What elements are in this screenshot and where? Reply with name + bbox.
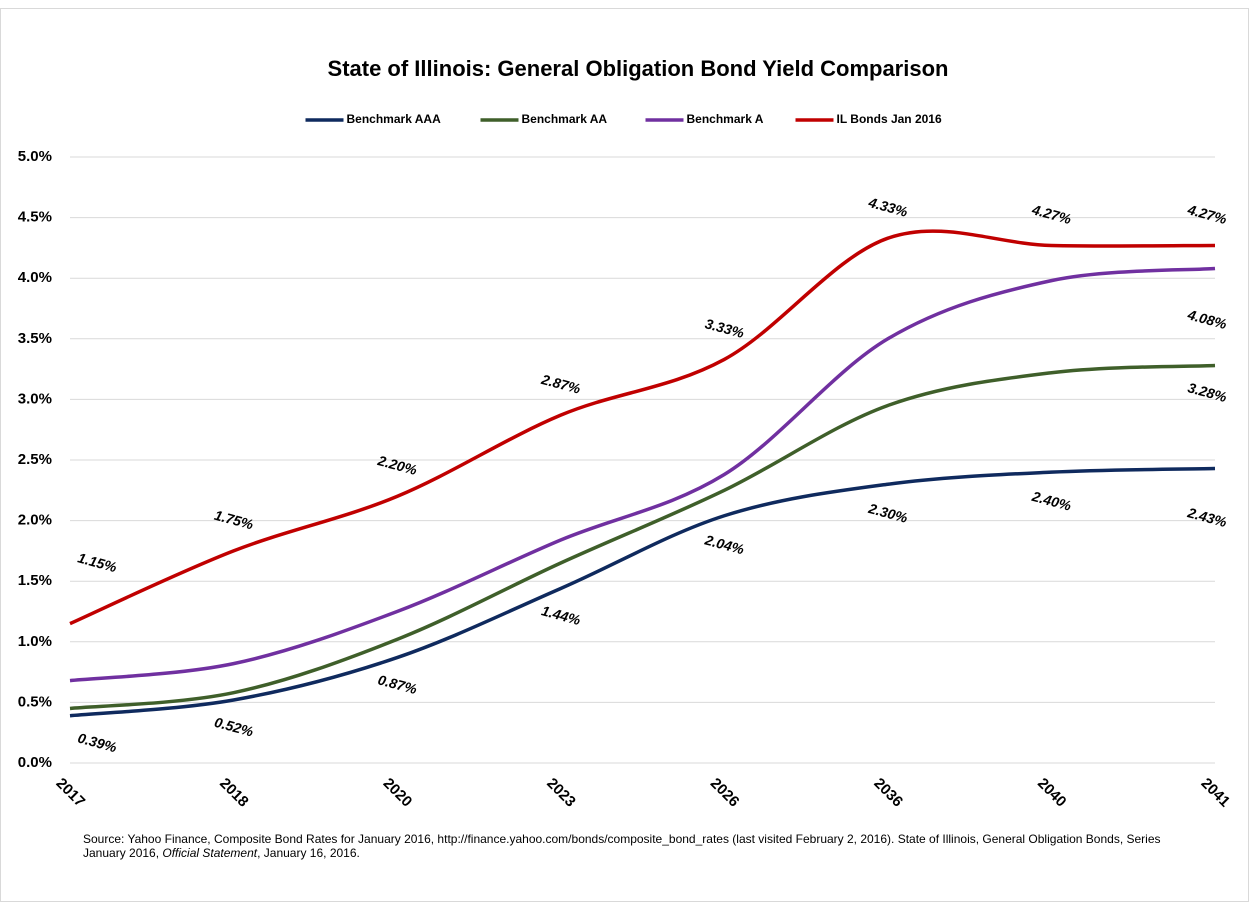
data-label: 0.52% [213, 714, 256, 740]
x-tick-label: 2018 [216, 775, 252, 811]
data-label: 0.87% [376, 671, 419, 697]
legend-label: IL Bonds Jan 2016 [837, 112, 942, 126]
series-line [69, 363, 1216, 711]
x-tick-label: 2026 [707, 775, 743, 811]
data-label: 2.87% [539, 371, 583, 397]
y-tick-label: 0.0% [18, 754, 52, 771]
data-label: 3.28% [1186, 379, 1229, 405]
data-label: 2.40% [1030, 488, 1074, 514]
y-tick-label: 1.5% [18, 572, 52, 589]
x-tick-label: 2020 [380, 775, 416, 811]
data-label: 4.27% [1030, 201, 1074, 227]
y-tick-label: 4.5% [18, 209, 52, 226]
data-label: 2.20% [375, 452, 419, 478]
chart-border [0, 8, 1249, 902]
y-tick-label: 2.5% [18, 451, 52, 468]
data-label: 3.33% [703, 315, 746, 341]
source-italic: Official Statement [162, 846, 258, 860]
data-label: 2.04% [702, 531, 746, 557]
source-text: , January 16, 2016. [257, 846, 360, 860]
x-tick-label: 2017 [53, 775, 89, 811]
data-label: 4.27% [1185, 201, 1229, 227]
data-label: 2.30% [866, 500, 910, 526]
x-tick-label: 2041 [1198, 775, 1234, 811]
y-tick-label: 3.5% [18, 330, 52, 347]
chart-title: State of Illinois: General Obligation Bo… [328, 56, 949, 81]
y-tick-label: 3.0% [18, 390, 52, 407]
y-tick-label: 5.0% [18, 148, 52, 165]
data-label: 1.15% [76, 550, 119, 576]
source-text: Source: Yahoo Finance, Composite Bond Ra… [83, 832, 1161, 860]
source-note: Source: Yahoo Finance, Composite Bond Ra… [83, 832, 1163, 860]
data-label: 4.08% [1185, 306, 1229, 332]
x-tick-label: 2036 [870, 775, 906, 811]
x-tick-label: 2040 [1034, 775, 1070, 811]
y-tick-label: 1.0% [18, 633, 52, 650]
data-label: 4.33% [866, 194, 910, 220]
data-label: 0.39% [76, 730, 119, 756]
legend-label: Benchmark A [687, 112, 764, 126]
x-tick-label: 2023 [543, 775, 579, 811]
legend-label: Benchmark AA [522, 112, 608, 126]
data-label: 2.43% [1185, 504, 1229, 530]
y-tick-label: 0.5% [18, 693, 52, 710]
data-label: 1.44% [540, 602, 583, 628]
series-line [69, 229, 1216, 626]
data-label: 1.75% [213, 507, 256, 533]
y-tick-label: 2.0% [18, 512, 52, 529]
series-line [69, 266, 1216, 683]
series-line [69, 466, 1216, 718]
legend-label: Benchmark AAA [347, 112, 442, 126]
y-tick-label: 4.0% [18, 269, 52, 286]
